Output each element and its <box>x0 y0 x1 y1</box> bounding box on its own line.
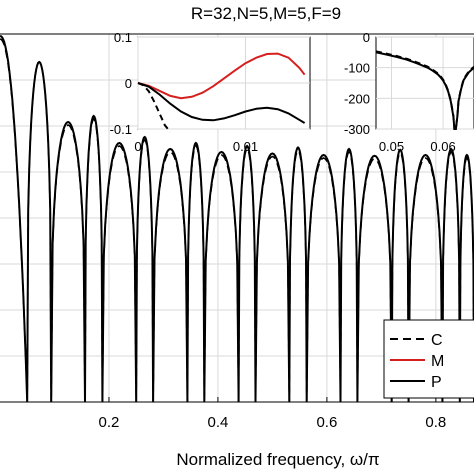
passband-inset-y-tick-label: 0.1 <box>114 30 132 45</box>
stopband-inset: 0.05 0.06 0 -100 -200 -300 <box>344 30 474 154</box>
legend: C M P <box>383 319 474 399</box>
stopband-inset-ticks: 0.05 0.06 0 -100 -200 -300 <box>344 30 456 154</box>
main-x-tick-label: 0.6 <box>316 414 337 431</box>
passband-inset-curves <box>137 52 306 133</box>
series-p-line <box>0 35 474 403</box>
stopband-inset-x-tick-label: 0.05 <box>379 139 404 154</box>
passband-inset-ticks: 0 0.010.10-0.1 <box>110 30 259 154</box>
main-x-tick-label: 0.2 <box>99 414 120 431</box>
stopband-inset-series-c-line <box>375 50 474 130</box>
passband-inset-y-tick-label: -0.1 <box>110 122 132 137</box>
passband-inset-x-tick-label: 0 <box>134 139 141 154</box>
main-x-tick-label: 0.8 <box>425 414 446 431</box>
stopband-inset-x-tick-label: 0.06 <box>430 139 455 154</box>
stopband-inset-y-tick-label: -300 <box>344 122 370 137</box>
stopband-inset-curves <box>375 50 474 130</box>
stopband-inset-y-tick-label: -200 <box>344 91 370 106</box>
stopband-inset-frame <box>375 36 474 130</box>
passband-inset-series-m-line <box>137 52 306 100</box>
legend-label-c: C <box>431 332 443 349</box>
main-x-tick-label: 0.4 <box>208 414 229 431</box>
main-curves <box>0 35 474 403</box>
stopband-inset-y-tick-label: -100 <box>344 61 370 76</box>
passband-inset-y-tick-label: 0 <box>125 76 132 91</box>
stopband-inset-y-tick-label: 0 <box>363 30 370 45</box>
legend-label-p: P <box>431 374 442 391</box>
passband-inset-x-tick-label: 0.01 <box>233 139 258 154</box>
passband-inset: 0 0.010.10-0.1 <box>110 30 311 154</box>
chart-title: R=32,N=5,M=5,F=9 <box>191 4 341 23</box>
x-axis-label: Normalized frequency, ω/π <box>176 450 379 469</box>
main-x-ticks: 0.2 0.4 0.6 0.8 <box>99 397 446 431</box>
legend-label-m: M <box>431 353 444 370</box>
passband-inset-series-p-line <box>137 82 306 124</box>
